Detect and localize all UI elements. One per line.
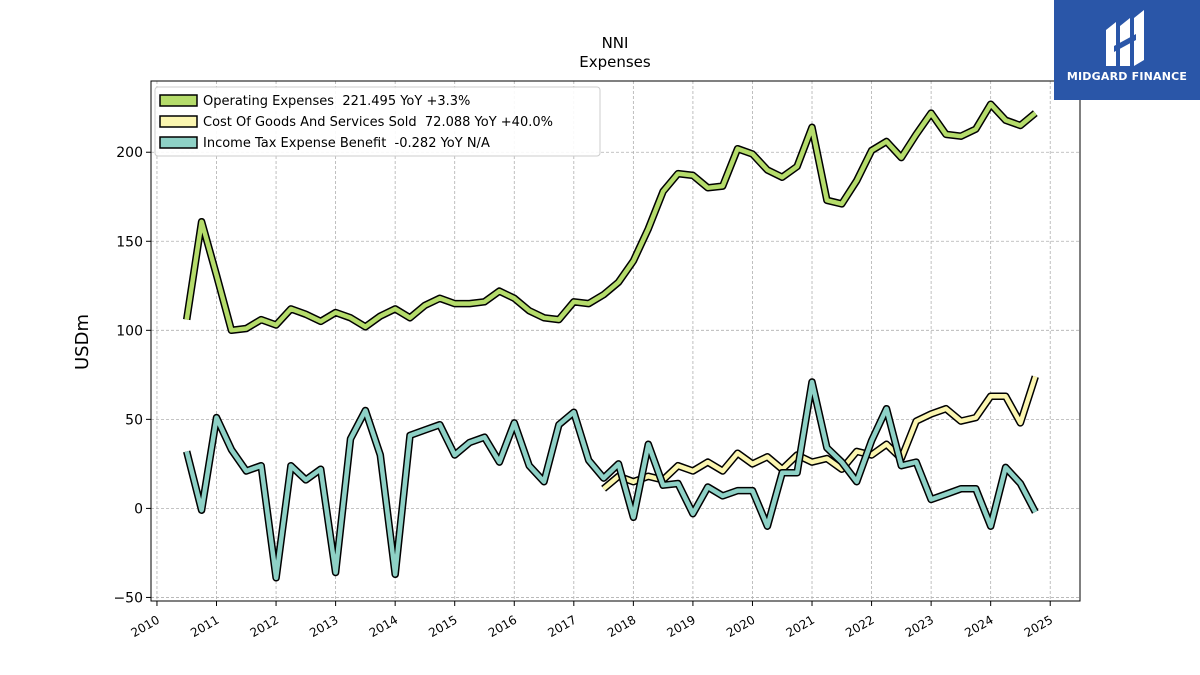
y-tick-label: 50 <box>125 412 143 428</box>
chart-title: NNI <box>602 34 629 52</box>
x-tick-label: 2025 <box>1022 613 1055 640</box>
series-line-3 <box>183 378 1039 582</box>
x-tick-label: 2019 <box>664 613 697 640</box>
x-tick-label: 2018 <box>605 613 638 640</box>
x-tick-label: 2010 <box>129 613 162 640</box>
brand-logo: MIDGARD FINANCE <box>1054 0 1200 100</box>
series-layer <box>182 100 1039 582</box>
series-line-2 <box>601 375 1039 492</box>
x-tick-label: 2016 <box>486 613 519 640</box>
brand-name: MIDGARD FINANCE <box>1066 70 1188 83</box>
x-tick-label: 2023 <box>903 613 936 640</box>
x-tick-label: 2020 <box>724 613 757 640</box>
y-axis-label: USDm <box>72 314 93 370</box>
x-tick-label: 2022 <box>843 613 876 640</box>
legend-label: Cost Of Goods And Services Sold 72.088 Y… <box>203 115 553 130</box>
grid <box>151 81 1080 601</box>
legend-swatch <box>159 94 198 107</box>
x-tick-label: 2013 <box>307 613 340 640</box>
series-stroke <box>602 375 1038 491</box>
midgard-logo-icon <box>1106 10 1144 66</box>
x-tick-label: 2014 <box>367 613 400 640</box>
x-tick-label: 2024 <box>962 613 995 640</box>
x-tick-label: 2021 <box>784 613 817 640</box>
legend-label: Income Tax Expense Benefit -0.282 YoY N/… <box>203 136 490 151</box>
y-tick-label: 150 <box>116 234 143 250</box>
y-tick-label: 200 <box>116 145 143 161</box>
series-stroke <box>184 379 1038 581</box>
y-tick-label: −50 <box>113 590 143 606</box>
series-line-1 <box>182 100 1038 335</box>
legend: Operating Expenses 221.495 YoY +3.3% Cost… <box>154 86 601 157</box>
series-stroke <box>184 101 1037 333</box>
y-tick-label: 0 <box>134 501 143 517</box>
legend-label: Operating Expenses 221.495 YoY +3.3% <box>203 94 470 109</box>
x-tick-label: 2012 <box>248 613 281 640</box>
legend-swatch <box>159 136 198 149</box>
y-tick-label: 100 <box>116 323 143 339</box>
legend-box <box>154 86 601 157</box>
plot-frame <box>150 80 1081 602</box>
legend-swatch <box>159 115 198 128</box>
x-axis: 2010 2011 2012 2013 2014 2015 2016 2017 2018 2019… <box>129 601 1055 640</box>
y-axis: −50 0 50 100 150 200 <box>113 145 151 606</box>
x-tick-label: 2015 <box>426 613 459 640</box>
x-tick-label: 2017 <box>545 613 578 640</box>
chart-subtitle: Expenses <box>579 53 651 71</box>
x-tick-label: 2011 <box>188 613 221 640</box>
